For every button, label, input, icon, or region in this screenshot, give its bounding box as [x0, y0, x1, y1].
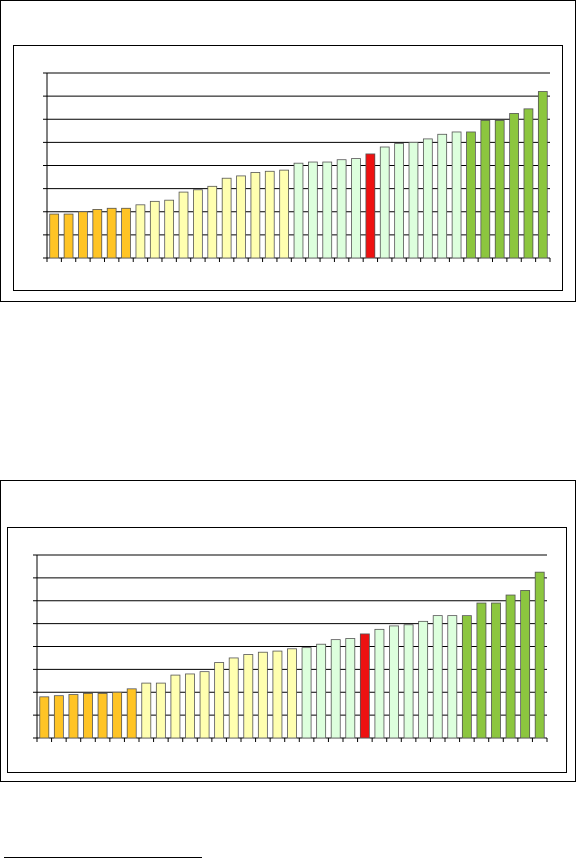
chart-1-bar-31	[480, 120, 491, 259]
chart-2-bar-8	[141, 682, 152, 739]
chart-2-bar-7	[126, 688, 137, 739]
chart-2-bar-31	[476, 602, 487, 739]
chart-2-bar-9	[155, 682, 166, 739]
chart-2-bar-20	[316, 643, 327, 739]
chart-1-bar-8	[149, 200, 160, 259]
chart-1-bar-3	[78, 211, 88, 259]
chart-2-bar-32	[491, 602, 501, 739]
chart-1-bar-10	[178, 191, 189, 259]
chart-2-bar-2	[53, 695, 64, 739]
chart-1-bar-6	[121, 207, 131, 259]
chart-1-bar-21	[336, 159, 347, 259]
chart-1-bar-14	[236, 175, 246, 259]
chart-2-bar-5	[97, 692, 108, 739]
chart-2-bar-22	[345, 638, 356, 739]
chart-2-bar-14	[228, 657, 239, 739]
chart-2-bar-10	[170, 674, 181, 739]
chart-2-bar-35	[534, 571, 545, 739]
chart-1-bar-19	[308, 161, 318, 259]
chart-2-bar-25	[389, 625, 399, 739]
chart-2-bar-19	[301, 647, 312, 739]
chart-1-bar-4	[92, 209, 103, 259]
chart-1	[43, 72, 551, 262]
chart-2-bar-29	[447, 615, 458, 739]
chart-2-bar-12	[199, 671, 210, 739]
chart-2-bar-3	[68, 694, 79, 739]
chart-1-bar-17	[279, 169, 289, 259]
chart-1-bar-33	[509, 113, 519, 259]
chart-1-bar-7	[135, 204, 146, 259]
chart-1-bar-18	[293, 162, 304, 259]
chart-1-bar-5	[106, 207, 117, 259]
chart-1-bar-2	[63, 213, 74, 259]
chart-1-bar-13	[221, 177, 232, 259]
chart-2-bar-34	[520, 590, 531, 739]
chart-1-bar-35	[537, 91, 548, 259]
chart-2-bar-23	[359, 633, 370, 739]
chart-2-bar-27	[418, 620, 429, 739]
chart-1-bar-9	[164, 199, 175, 259]
chart-2-bar-6	[112, 691, 123, 739]
chart-2-bar-28	[432, 615, 443, 739]
chart-1-bar-16	[264, 170, 275, 259]
chart-2-bar-11	[185, 673, 195, 739]
chart-2-bar-18	[287, 648, 297, 739]
chart-1-bar-26	[408, 141, 419, 259]
chart-2-bar-13	[214, 662, 225, 739]
chart-1-bar-24	[379, 146, 390, 259]
chart-2	[33, 554, 548, 742]
chart-2-bar-24	[374, 628, 385, 739]
chart-2-bar-16	[257, 651, 268, 739]
chart-1-bar-11	[193, 189, 203, 259]
chart-2-bar-33	[505, 594, 516, 739]
chart-1-bar-34	[523, 108, 534, 259]
chart-1-bar-1	[49, 213, 60, 259]
chart-1-bar-30	[466, 131, 476, 259]
chart-1-bar-22	[351, 158, 361, 259]
chart-1-bar-32	[494, 120, 505, 259]
chart-1-bar-15	[250, 172, 261, 259]
footnote-rule	[4, 857, 202, 858]
chart-1-bar-20	[322, 161, 333, 259]
chart-1-bar-12	[207, 185, 218, 259]
chart-1-bar-25	[394, 143, 404, 259]
chart-2-bar-26	[403, 624, 414, 739]
chart-2-bar-1	[39, 696, 50, 739]
chart-2-bar-30	[461, 615, 472, 739]
chart-1-bar-28	[437, 133, 448, 259]
chart-1-bar-29	[451, 131, 462, 259]
chart-2-bar-15	[243, 654, 254, 739]
chart-2-bar-21	[330, 639, 341, 739]
chart-1-bar-23	[365, 153, 376, 259]
chart-2-bar-17	[272, 650, 283, 739]
chart-1-bar-27	[422, 138, 433, 259]
chart-2-bar-4	[83, 692, 93, 739]
